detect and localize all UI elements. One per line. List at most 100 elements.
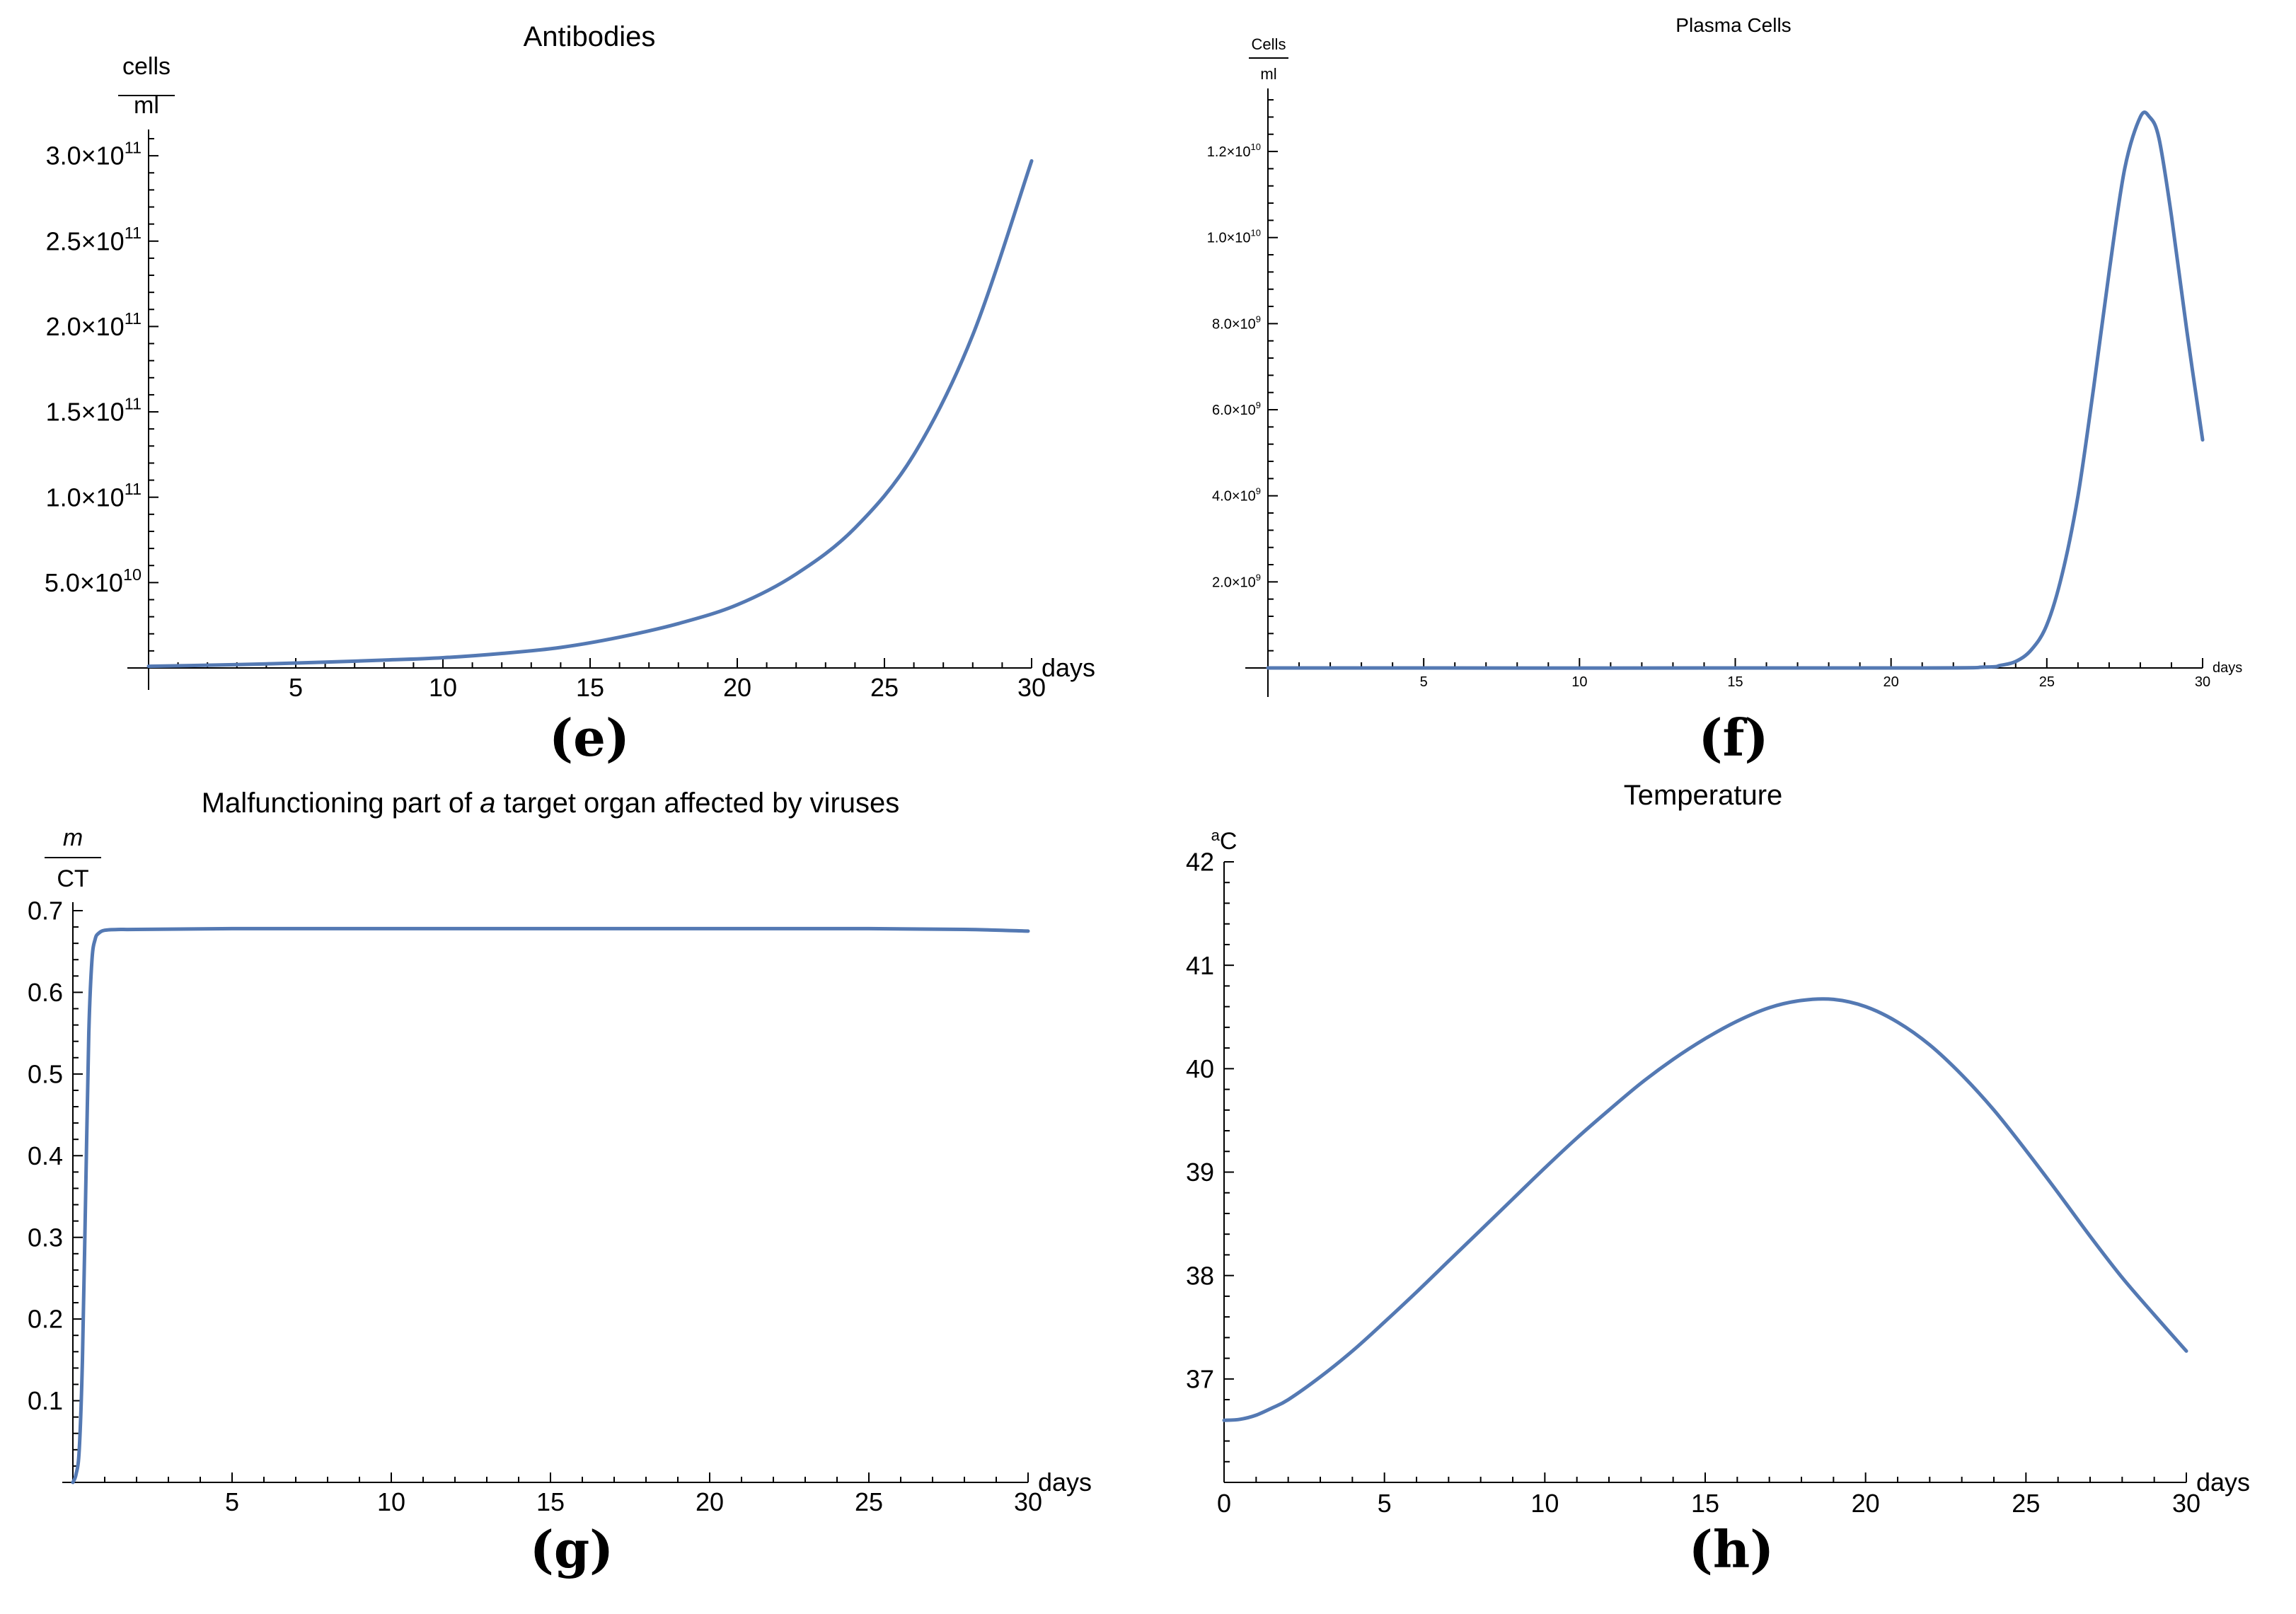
x-tick-label: 5	[289, 673, 303, 702]
y-tick-exponent: 9	[1256, 400, 1261, 410]
x-axis-label: days	[1042, 653, 1095, 682]
y-tick-exponent: 10	[1251, 142, 1261, 152]
y-tick-exponent: 9	[1256, 313, 1261, 324]
panel-label: (h)	[1689, 1519, 1774, 1579]
x-tick-label: 30	[1014, 1487, 1042, 1516]
y-tick-label: 42	[1186, 848, 1214, 877]
chart-title: Plasma Cells	[1675, 14, 1791, 36]
x-tick-label: 20	[1852, 1489, 1880, 1518]
x-tick-label: 20	[723, 673, 751, 702]
y-tick-label: 0.7	[28, 897, 63, 926]
y-tick-mantissa: 2.0×10	[1212, 575, 1256, 590]
panel-label: (g)	[530, 1519, 613, 1579]
y-tick-label: 39	[1186, 1158, 1214, 1187]
y-tick-label: 2.0×109	[1212, 572, 1261, 590]
y-tick-label: 2.5×1011	[46, 224, 142, 255]
y-tick-exponent: 11	[125, 224, 142, 242]
y-tick-label: 8.0×109	[1212, 313, 1261, 332]
y-tick-mantissa: 1.0×10	[46, 483, 125, 512]
x-tick-label: 15	[1691, 1489, 1719, 1518]
y-tick-mantissa: 2.5×10	[46, 226, 125, 255]
x-tick-label: 20	[1883, 674, 1899, 690]
y-unit-denominator: ml	[134, 92, 159, 119]
y-tick-mantissa: 5.0×10	[45, 568, 123, 597]
x-tick-label: 25	[870, 673, 899, 702]
x-tick-label: 10	[377, 1487, 405, 1516]
y-tick-label: 1.5×1011	[46, 394, 142, 426]
y-tick-label: 0.3	[28, 1223, 63, 1252]
x-tick-label: 15	[576, 673, 604, 702]
y-tick-label: 1.0×1010	[1207, 228, 1261, 246]
y-unit-denominator: ml	[1260, 65, 1276, 83]
x-tick-label: 30	[2195, 674, 2210, 690]
y-unit-denominator: CT	[57, 865, 88, 892]
y-tick-exponent: 11	[125, 309, 142, 328]
chart-title: Temperature	[1624, 780, 1783, 811]
chart-title: Malfunctioning part of a target organ af…	[202, 788, 900, 819]
x-axis-label: days	[1038, 1468, 1092, 1497]
y-tick-label: 38	[1186, 1261, 1214, 1290]
x-tick-label: 25	[2012, 1489, 2040, 1518]
x-tick-label: 25	[2039, 674, 2055, 690]
y-unit-numerator: cells	[122, 53, 171, 80]
y-tick-mantissa: 1.2×10	[1207, 144, 1251, 160]
y-tick-label: 0.5	[28, 1059, 63, 1088]
y-tick-label: 41	[1186, 951, 1214, 980]
y-unit-main: C	[1220, 828, 1238, 855]
y-tick-label: 37	[1186, 1364, 1214, 1393]
chart-g: Malfunctioning part of a target organ af…	[28, 788, 1092, 1579]
y-tick-mantissa: 6.0×10	[1212, 403, 1256, 418]
y-tick-label: 1.0×1011	[46, 480, 142, 512]
x-tick-label: 15	[1727, 674, 1743, 690]
y-tick-label: 6.0×109	[1212, 400, 1261, 418]
x-tick-label: 20	[696, 1487, 724, 1516]
series-line-f	[1266, 110, 2205, 670]
x-tick-label: 10	[1530, 1489, 1559, 1518]
y-tick-mantissa: 4.0×10	[1212, 489, 1256, 505]
panel-label: (f)	[1698, 708, 1768, 768]
y-tick-label: 0.1	[28, 1386, 63, 1415]
y-tick-label: 1.2×1010	[1207, 142, 1261, 160]
y-tick-exponent: 10	[123, 565, 142, 584]
y-tick-label: 0.2	[28, 1305, 63, 1334]
y-tick-exponent: 9	[1256, 486, 1261, 497]
y-tick-mantissa: 1.5×10	[46, 398, 125, 427]
y-tick-exponent: 11	[125, 139, 142, 157]
y-tick-label: 2.0×1011	[46, 309, 142, 341]
x-tick-label: 30	[2172, 1489, 2200, 1518]
y-tick-exponent: 9	[1256, 572, 1261, 582]
y-tick-label: 3.0×1011	[46, 139, 142, 171]
series-line-g	[71, 926, 1030, 1485]
x-axis-label: days	[2196, 1468, 2250, 1497]
x-tick-label: 10	[1571, 674, 1587, 690]
title-part: target organ affected by viruses	[496, 788, 900, 819]
y-tick-label: 5.0×1010	[45, 565, 142, 597]
y-unit-label: aC	[1211, 826, 1238, 855]
x-tick-label: 5	[1420, 674, 1428, 690]
y-tick-mantissa: 1.0×10	[1207, 231, 1251, 246]
y-tick-mantissa: 8.0×10	[1212, 316, 1256, 332]
title-part: Malfunctioning part of	[202, 788, 480, 819]
y-tick-exponent: 11	[125, 394, 142, 413]
x-tick-label: 10	[429, 673, 457, 702]
x-tick-label: 5	[225, 1487, 239, 1516]
y-tick-exponent: 10	[1251, 228, 1261, 238]
x-tick-label: 25	[855, 1487, 883, 1516]
panel-label: (e)	[549, 708, 630, 768]
x-tick-label: 0	[1217, 1489, 1231, 1518]
x-axis-label: days	[2213, 660, 2242, 676]
y-tick-mantissa: 2.0×10	[46, 312, 125, 341]
y-unit-numerator: Cells	[1252, 35, 1286, 53]
y-unit-superscript: a	[1211, 826, 1221, 844]
chart-title: Antibodies	[524, 21, 656, 52]
x-tick-label: 30	[1017, 673, 1046, 702]
x-tick-label: 15	[536, 1487, 565, 1516]
y-tick-label: 0.4	[28, 1141, 63, 1170]
title-italic-part: a	[480, 788, 495, 819]
series-line-h	[1222, 997, 2188, 1422]
y-tick-exponent: 11	[125, 480, 142, 498]
